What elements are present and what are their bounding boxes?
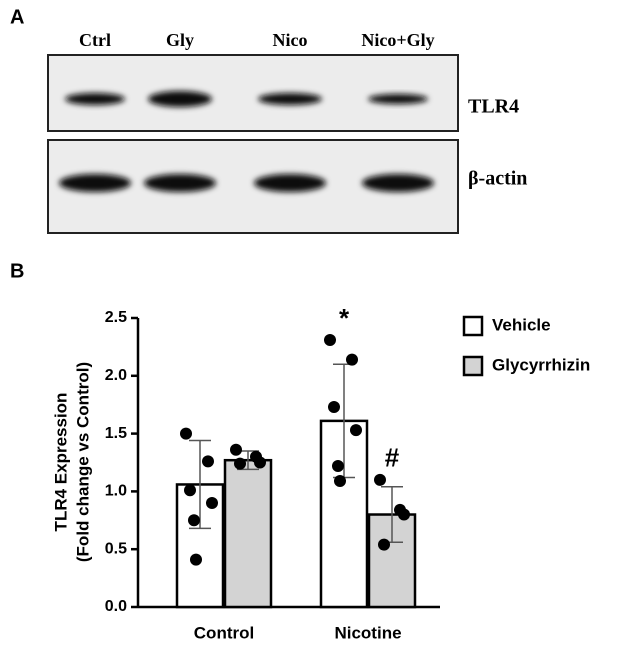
data-point bbox=[332, 459, 344, 472]
lane-label: Nico+Gly bbox=[361, 30, 434, 50]
band-label: β-actin bbox=[468, 168, 527, 190]
band-label: TLR4 bbox=[468, 96, 519, 118]
data-point bbox=[374, 473, 386, 486]
data-point bbox=[254, 456, 266, 469]
data-point bbox=[234, 457, 246, 470]
data-point bbox=[328, 401, 340, 414]
lane-label: Gly bbox=[166, 30, 194, 50]
y-axis-label: (Fold change vs Control) bbox=[73, 362, 92, 562]
y-tick-label: 2.0 bbox=[105, 367, 127, 384]
plot: 0.0 0.5 1.0 1.5 2.0 2.5 Control Nicotine * # Vehic… bbox=[105, 303, 591, 643]
bar bbox=[223, 458, 273, 609]
band bbox=[368, 94, 428, 104]
data-point bbox=[188, 514, 200, 527]
band bbox=[258, 93, 322, 105]
annotation: # bbox=[385, 443, 400, 473]
data-point bbox=[346, 353, 358, 366]
data-point bbox=[206, 496, 218, 509]
y-tick-label: 0.5 bbox=[105, 540, 127, 557]
y-tick-label: 1.5 bbox=[105, 425, 127, 442]
y-tick-label: 2.5 bbox=[105, 309, 127, 326]
data-point bbox=[230, 443, 242, 456]
legend-swatch bbox=[462, 355, 484, 377]
band bbox=[362, 174, 434, 192]
y-axis-label: TLR4 Expression bbox=[51, 393, 70, 532]
band bbox=[144, 174, 216, 192]
blot bbox=[59, 91, 434, 192]
y-tick-label: 0.0 bbox=[105, 598, 127, 615]
data-point bbox=[324, 333, 336, 346]
band bbox=[254, 174, 326, 192]
band bbox=[148, 91, 212, 107]
band bbox=[59, 174, 131, 192]
legend-label: Glycyrrhizin bbox=[492, 355, 590, 374]
x-tick-label: Control bbox=[194, 623, 254, 642]
y-tick-label: 1.0 bbox=[105, 483, 127, 500]
panel-label: A bbox=[10, 6, 24, 28]
data-point bbox=[180, 427, 192, 440]
data-point bbox=[184, 484, 196, 497]
blot-frame bbox=[47, 54, 459, 132]
data-point bbox=[190, 553, 202, 566]
panel-label: B bbox=[10, 260, 24, 282]
data-point bbox=[398, 508, 410, 521]
annotation: * bbox=[339, 303, 350, 333]
data-point bbox=[202, 455, 214, 468]
band bbox=[65, 93, 125, 105]
data-point bbox=[378, 538, 390, 551]
lane-label: Ctrl bbox=[79, 30, 111, 50]
legend-label: Vehicle bbox=[492, 315, 551, 334]
legend-swatch bbox=[462, 315, 484, 337]
lane-label: Nico bbox=[273, 30, 308, 50]
x-tick-label: Nicotine bbox=[334, 623, 401, 642]
data-point bbox=[350, 424, 362, 437]
data-point bbox=[334, 474, 346, 487]
